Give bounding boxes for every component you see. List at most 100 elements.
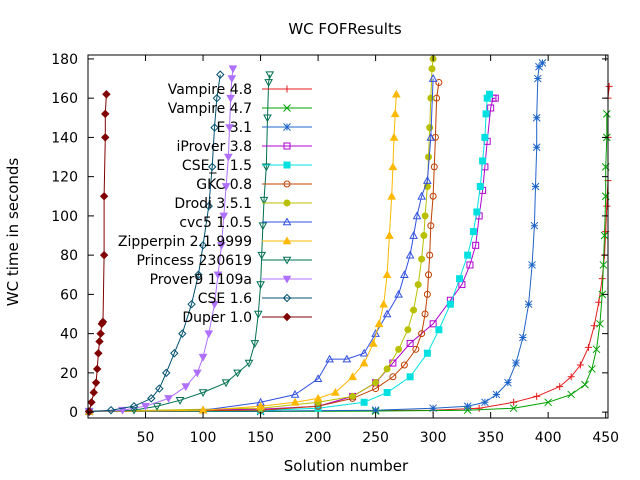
data-point (475, 404, 483, 412)
data-point (175, 397, 185, 405)
data-point (325, 354, 334, 363)
y-tick-label: 60 (60, 287, 78, 303)
data-point (426, 124, 434, 132)
data-point (429, 320, 437, 328)
series-9 (84, 71, 275, 417)
data-point (99, 250, 109, 260)
series-line (89, 94, 397, 412)
data-point (372, 379, 380, 387)
data-point (435, 326, 443, 334)
legend-entry: Princess 230619 (136, 253, 312, 269)
data-point (605, 82, 613, 90)
legend-label: GKC 0.8 (196, 177, 252, 193)
data-point (359, 358, 369, 367)
data-point (374, 319, 384, 328)
data-point (472, 241, 480, 249)
data-point (208, 162, 217, 172)
data-point (233, 369, 242, 378)
data-point (290, 389, 300, 398)
plot-border (87, 54, 609, 419)
data-point (389, 132, 399, 141)
data-point (469, 228, 477, 236)
data-point (198, 353, 208, 362)
x-tick-label: 300 (420, 430, 447, 446)
data-point (446, 300, 454, 308)
data-point (426, 251, 434, 259)
data-point (385, 230, 394, 239)
data-point (556, 383, 564, 391)
data-point (227, 75, 237, 84)
axis-ticks: 50 100 150 200 250 300 350 400 450 0 20 40 60 80 100 12… (51, 52, 619, 446)
data-point (599, 261, 608, 269)
y-tick-label: 180 (51, 52, 78, 68)
data-point (226, 94, 236, 103)
data-point (400, 361, 408, 369)
data-point (282, 217, 292, 226)
data-point (101, 133, 110, 142)
legend-entry: Prover9 1109a (150, 272, 312, 288)
legend-label: Vampire 4.8 (168, 82, 252, 98)
legend-entry: Drodi 3.5.1 (174, 196, 312, 212)
data-point (481, 133, 489, 141)
data-point (584, 343, 592, 351)
data-point (429, 192, 437, 200)
data-point (216, 70, 225, 79)
data-point (412, 211, 422, 220)
data-point (283, 85, 291, 93)
data-point (164, 395, 173, 403)
legend-label: CSE_E 1.5 (182, 158, 252, 174)
data-point (567, 390, 576, 399)
data-point (259, 196, 269, 205)
data-point (533, 392, 541, 400)
legend-label: CSE 1.6 (198, 291, 252, 307)
data-point (282, 256, 292, 265)
series-line (89, 74, 221, 412)
data-point (576, 361, 584, 369)
data-point (414, 281, 422, 289)
data-point (221, 183, 231, 191)
data-point (592, 345, 601, 354)
data-point (524, 300, 533, 309)
data-point (96, 329, 105, 338)
series-10 (84, 65, 238, 417)
series-line (89, 74, 271, 412)
legend-entry: CSE_E 1.5 (182, 158, 312, 174)
data-point (405, 250, 415, 259)
y-tick-label: 0 (69, 405, 78, 421)
data-point (87, 398, 96, 407)
data-point (198, 241, 208, 250)
data-point (283, 180, 291, 188)
data-point (91, 378, 101, 387)
data-point (170, 349, 179, 358)
data-point (330, 387, 340, 396)
data-point (181, 383, 191, 392)
y-tick-label: 20 (60, 366, 78, 382)
data-point (425, 153, 433, 161)
data-point (588, 365, 596, 373)
data-point (492, 390, 501, 399)
legend-label: cvc5 1.0.5 (179, 215, 252, 231)
y-tick-label: 40 (60, 327, 78, 343)
data-point (213, 271, 223, 280)
data-point (89, 388, 98, 397)
legend-label: Zipperpin 2.1.9999 (118, 234, 252, 250)
data-point (283, 161, 291, 169)
data-point (504, 378, 512, 387)
data-point (244, 359, 254, 368)
data-point (261, 163, 271, 172)
data-point (430, 163, 438, 171)
legend-entry: cvc5 1.0.5 (179, 215, 312, 231)
data-point (394, 289, 403, 298)
data-point (510, 398, 518, 406)
data-point (538, 58, 547, 67)
data-point (581, 380, 589, 389)
data-point (219, 212, 229, 221)
data-point (129, 406, 139, 415)
data-point (528, 261, 536, 269)
legend-entry: Vampire 4.7 (168, 101, 312, 117)
data-point (313, 374, 323, 383)
data-point (400, 270, 409, 279)
data-point (141, 402, 150, 411)
data-point (456, 275, 464, 283)
data-point (371, 406, 380, 415)
